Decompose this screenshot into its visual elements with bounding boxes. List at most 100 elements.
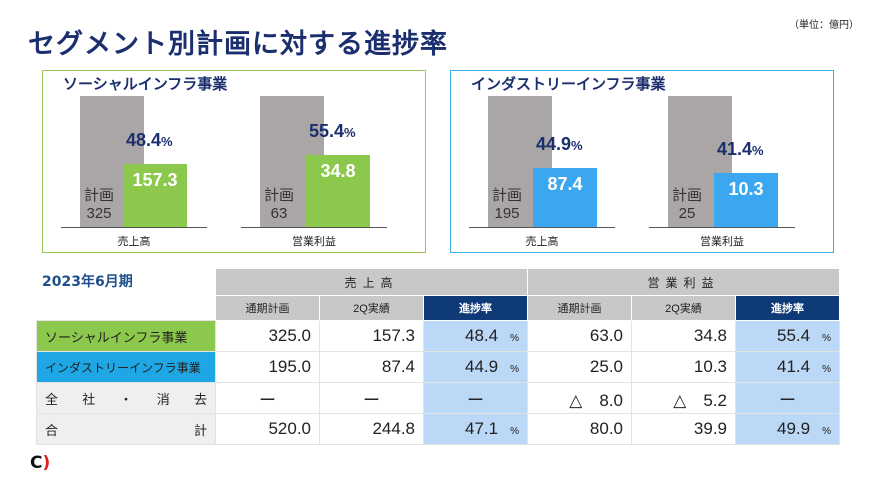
percent-sign: % — [752, 143, 764, 159]
percent-sign: % — [822, 333, 831, 344]
cell-value: 55.4 — [777, 326, 811, 345]
company-logo: C) — [30, 453, 51, 473]
percent-sign: % — [161, 133, 173, 149]
table-cell: 80.0 — [527, 413, 632, 445]
table-cell: △ 8.0 — [527, 382, 632, 414]
table-cell: 157.3 — [319, 320, 424, 352]
table-cell: 47.1% — [423, 413, 528, 445]
cell-value: 44.9 — [465, 357, 499, 376]
col-header: 通期計画 — [215, 295, 320, 321]
row-label: ソーシャルインフラ事業 — [36, 320, 216, 352]
plan-value: 63 — [270, 205, 288, 222]
col-header: 通期計画 — [527, 295, 632, 321]
row-label-part: 消 — [156, 391, 170, 407]
cell-value: ー — [779, 390, 796, 410]
progress-table: 売上高 営業利益 通期計画 2Q実績 進捗率 通期計画 2Q実績 進捗率 ソーシ… — [36, 268, 840, 445]
cell-value: 49.9 — [777, 419, 811, 438]
cell-value: △ 5.2 — [673, 390, 727, 410]
progress-label: 55.4% — [309, 121, 356, 142]
table-cell: ー — [735, 382, 840, 414]
group-label: 売上高 — [525, 235, 559, 248]
row-label-part: 社 — [82, 391, 96, 407]
group-header-profit: 営業利益 — [527, 268, 840, 296]
table-cell: 25.0 — [527, 351, 632, 383]
plan-value: 195 — [494, 205, 520, 222]
blank-corner — [37, 296, 216, 321]
progress-label: 44.9% — [536, 134, 583, 155]
table-row: 合計 520.0 244.8 47.1% 80.0 39.9 49.9% — [36, 413, 840, 445]
cell-value: 34.8 — [693, 326, 727, 345]
cell-value: 41.4 — [777, 357, 811, 376]
cell-value: 195.0 — [268, 357, 311, 376]
panel-title: ソーシャルインフラ事業 — [63, 75, 228, 93]
plan-label: 計画 325 — [82, 187, 116, 223]
row-label-part: ・ — [119, 391, 133, 407]
table-cell: 34.8 — [631, 320, 736, 352]
plan-label: 計画 195 — [490, 187, 524, 223]
plan-value: 325 — [86, 205, 112, 222]
baseline — [61, 227, 207, 228]
percent-sign: % — [822, 364, 831, 375]
table-cell: ー — [215, 382, 320, 414]
progress-value: 44.9 — [536, 134, 572, 155]
actual-value: 10.3 — [728, 179, 764, 200]
social-infra-panel: ソーシャルインフラ事業 計画 325 157.3 48.4% 売上高 計画 63 34.8 55… — [42, 70, 426, 253]
table-cell: 10.3 — [631, 351, 736, 383]
cell-value: 325.0 — [268, 326, 311, 345]
table-row: ソーシャルインフラ事業 325.0 157.3 48.4% 63.0 34.8 55.4% — [36, 320, 840, 352]
plan-caption: 計画 — [263, 187, 294, 204]
row-label-part: 合 — [45, 422, 59, 438]
group-label: 売上高 — [117, 235, 151, 248]
table-cell: 195.0 — [215, 351, 320, 383]
plan-caption: 計画 — [83, 187, 114, 204]
progress-value: 41.4 — [717, 139, 753, 160]
group-header-sales: 売上高 — [215, 268, 528, 296]
cell-value: △ 8.0 — [569, 390, 623, 410]
actual-value: 157.3 — [132, 169, 178, 190]
table-cell: 244.8 — [319, 413, 424, 445]
progress-label: 48.4% — [126, 130, 173, 151]
table-cell: 87.4 — [319, 351, 424, 383]
table-cell: 39.9 — [631, 413, 736, 445]
cell-value: 80.0 — [589, 419, 623, 438]
actual-bar — [533, 168, 597, 227]
row-label-part: 去 — [193, 391, 207, 407]
actual-bar — [306, 154, 370, 227]
table-cell: △ 5.2 — [631, 382, 736, 414]
percent-sign: % — [510, 426, 519, 437]
percent-sign: % — [571, 138, 583, 154]
cell-value: 25.0 — [589, 357, 623, 376]
baseline — [241, 227, 387, 228]
table-cell: ー — [423, 382, 528, 414]
group-label: 営業利益 — [292, 235, 336, 248]
baseline — [469, 227, 615, 228]
plan-label: 計画 63 — [262, 187, 296, 223]
panel-title: インダストリーインフラ事業 — [471, 75, 666, 93]
plan-label: 計画 25 — [670, 187, 704, 223]
table-cell: 520.0 — [215, 413, 320, 445]
industry-infra-panel: インダストリーインフラ事業 計画 195 87.4 44.9% 売上高 計画 25 10.3 4… — [450, 70, 834, 253]
page-title: セグメント別計画に対する進捗率 — [28, 29, 448, 60]
actual-bar — [123, 163, 187, 227]
table-cell: 44.9% — [423, 351, 528, 383]
table-cell: 325.0 — [215, 320, 320, 352]
progress-label: 41.4% — [717, 139, 764, 160]
actual-bar — [714, 173, 778, 227]
percent-sign: % — [510, 364, 519, 375]
col-header: 2Q実績 — [631, 295, 736, 321]
progress-value: 48.4 — [126, 129, 162, 150]
row-label: 全 社 ・ 消 去 — [36, 382, 216, 414]
row-label-part: 全 — [45, 391, 59, 407]
cell-value: ー — [259, 390, 276, 410]
table-cell: 49.9% — [735, 413, 840, 445]
cell-value: 244.8 — [372, 419, 415, 438]
unit-label: （単位：億円） — [789, 20, 859, 31]
cell-value: 87.4 — [381, 357, 415, 376]
row-label-part: 計 — [193, 422, 207, 438]
col-header: 進捗率 — [735, 295, 840, 321]
table-row: インダストリーインフラ事業 195.0 87.4 44.9% 25.0 10.3 41.4% — [36, 351, 840, 383]
col-header: 進捗率 — [423, 295, 528, 321]
table-cell: 55.4% — [735, 320, 840, 352]
cell-value: 157.3 — [372, 326, 415, 345]
actual-value: 87.4 — [547, 174, 583, 195]
